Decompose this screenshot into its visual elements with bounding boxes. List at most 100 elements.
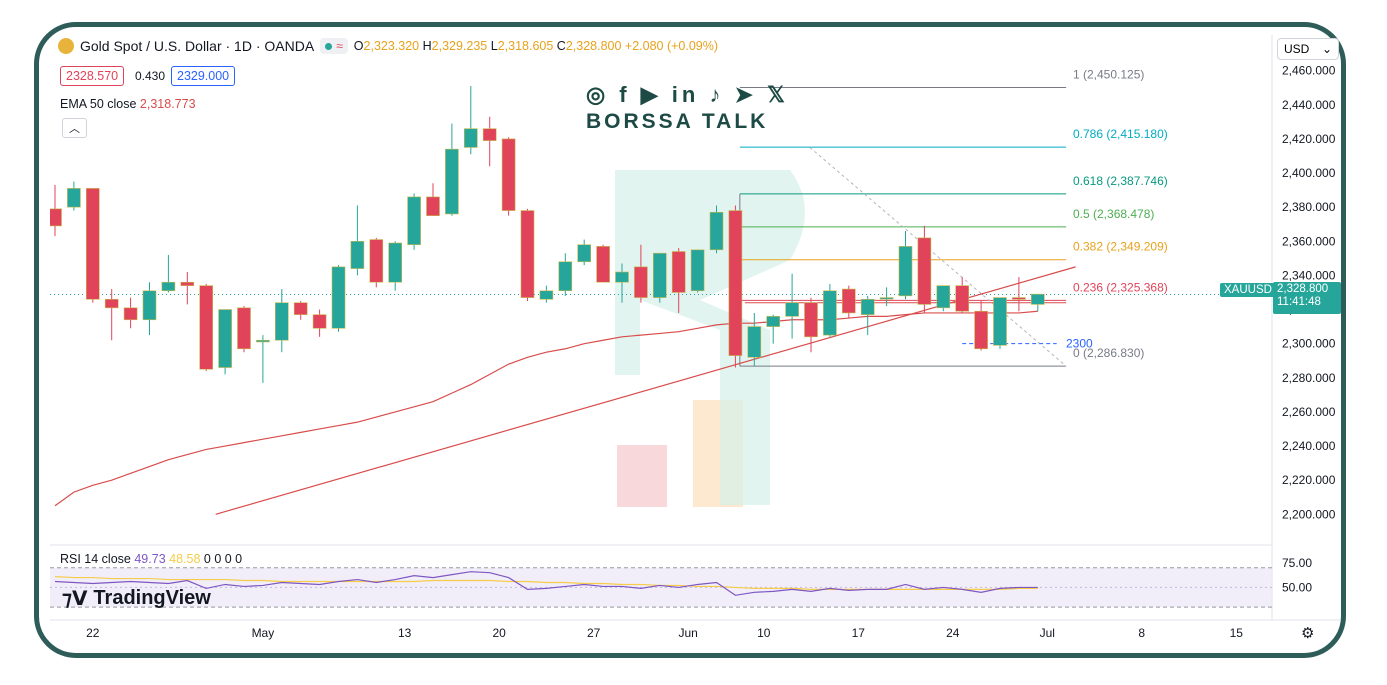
rsi-legend: RSI 14 close 49.73 48.58 0 0 0 0 — [60, 552, 243, 566]
candle-body — [463, 128, 478, 148]
fib-level-label: 0.236 (2,325.368) — [1073, 280, 1168, 294]
candle-body — [1031, 293, 1045, 305]
candle-body — [652, 252, 667, 298]
candle-body — [520, 210, 535, 298]
ema-legend: EMA 50 close 2,318.773 — [60, 97, 196, 111]
market-open-icon — [325, 43, 333, 50]
spread-value: 0.430 — [135, 69, 166, 83]
rsi-line — [54, 571, 1038, 596]
candle-body — [256, 339, 270, 343]
candle-body — [766, 316, 781, 327]
symbol-header: Gold Spot / U.S. Dollar · 1D · OANDA ≈ O… — [58, 38, 718, 54]
chevron-down-icon: ⌄ — [1321, 42, 1332, 56]
candle-body — [142, 290, 157, 321]
ohlc-values: O2,323.320 H2,329.235 L2,318.605 C2,328.… — [353, 39, 719, 53]
candle-body — [841, 288, 856, 314]
x-tick-label: 10 — [757, 626, 771, 640]
candle-body — [804, 302, 818, 338]
y-tick-label: 2,260.000 — [1282, 405, 1336, 419]
watermark-name: BORSSA TALK — [586, 110, 769, 133]
pill-icon: ≈ — [336, 39, 343, 53]
candle-body — [50, 208, 62, 227]
candle-body — [445, 148, 459, 215]
tradingview-logo: ⁊𝗩 TradingView — [62, 587, 211, 610]
candle-body — [936, 285, 951, 309]
x-tick-label: May — [252, 626, 275, 640]
candle-body — [728, 210, 743, 356]
level-2300-label: 2300 — [1066, 337, 1093, 351]
settings-gear-icon[interactable]: ⚙ — [1301, 625, 1315, 642]
candle-body — [199, 285, 213, 370]
candle-body — [823, 290, 837, 336]
y-tick-label: 2,340.000 — [1282, 268, 1336, 282]
support-trendline — [215, 266, 1076, 515]
candle-body — [161, 281, 176, 292]
x-tick-label: 15 — [1230, 626, 1244, 640]
x-tick-label: Jun — [678, 626, 697, 640]
rsi-tick-label: 50.00 — [1282, 580, 1312, 594]
candle-body — [482, 128, 497, 141]
candle-body — [898, 246, 913, 297]
symbol-price-tag: XAUUSD — [1220, 283, 1276, 297]
x-tick-label: 24 — [946, 626, 960, 640]
y-tick-label: 2,400.000 — [1282, 166, 1336, 180]
fib-level-label: 0.786 (2,415.180) — [1073, 127, 1168, 141]
candle-body — [917, 237, 932, 305]
social-icons: ◎ f ▶ in ♪ ➤ 𝕏 — [586, 82, 789, 107]
candle-body — [369, 239, 384, 283]
candle-body — [879, 297, 894, 300]
y-tick-label: 2,200.000 — [1282, 507, 1336, 521]
change-value: +2.080 (+0.09%) — [624, 39, 719, 53]
candle-body — [634, 266, 648, 298]
candle-body — [785, 302, 799, 317]
y-tick-label: 2,460.000 — [1282, 64, 1336, 78]
y-tick-label: 2,360.000 — [1282, 234, 1336, 248]
watermark: ◎ f ▶ in ♪ ➤ 𝕏 BORSSA TALK — [586, 82, 789, 134]
plot-area — [50, 86, 1272, 515]
tradingview-icon: ⁊𝗩 — [62, 588, 88, 610]
currency-select[interactable]: USD ⌄ — [1277, 38, 1339, 60]
x-tick-label: 27 — [587, 626, 601, 640]
fib-level-label: 0.382 (2,349.209) — [1073, 240, 1168, 254]
x-tick-label: 20 — [492, 626, 506, 640]
candle-body — [709, 211, 724, 251]
candle-body — [974, 310, 988, 350]
ema50-line — [54, 310, 1038, 507]
chart-frame — [34, 22, 1346, 658]
y-tick-label: 2,240.000 — [1282, 439, 1336, 453]
y-tick-label: 2,440.000 — [1282, 98, 1336, 112]
y-tick-label: 2,280.000 — [1282, 371, 1336, 385]
fib-level-label: 0.618 (2,387.746) — [1073, 174, 1168, 188]
candle-body — [123, 307, 138, 321]
last-price-tag: 2,328.800 11:41:48 — [1273, 282, 1341, 314]
candle-body — [747, 326, 762, 358]
candle-body — [596, 246, 610, 283]
market-status-pill[interactable]: ≈ — [320, 38, 348, 54]
y-tick-label: 2,380.000 — [1282, 200, 1336, 214]
buy-price-box[interactable]: 2329.000 — [171, 66, 236, 86]
watermark-bar-red — [617, 445, 667, 507]
candle-body — [218, 309, 232, 368]
candle-body — [274, 302, 289, 341]
y-tick-label: 2,220.000 — [1282, 473, 1336, 487]
candle-body — [615, 271, 629, 283]
candle-body — [955, 285, 970, 312]
candle-body — [860, 298, 875, 315]
sell-price-box[interactable]: 2328.570 — [60, 66, 125, 86]
fib-level-label: 0.5 (2,368.478) — [1073, 207, 1154, 221]
collapse-chevron-icon[interactable]: ︿ — [62, 118, 87, 138]
x-tick-label: 8 — [1138, 626, 1145, 640]
candle-body — [539, 290, 554, 300]
candle-body — [104, 298, 119, 309]
candle-body — [180, 281, 195, 286]
candle-body — [407, 196, 421, 245]
candle-body — [312, 314, 327, 329]
candle-body — [577, 244, 592, 263]
candle-body — [67, 188, 81, 208]
candle-body — [558, 261, 573, 292]
candle-body — [388, 242, 403, 283]
candle-body — [86, 188, 100, 300]
symbol-title[interactable]: Gold Spot / U.S. Dollar · 1D · OANDA — [80, 38, 315, 54]
candle-body — [350, 240, 365, 269]
